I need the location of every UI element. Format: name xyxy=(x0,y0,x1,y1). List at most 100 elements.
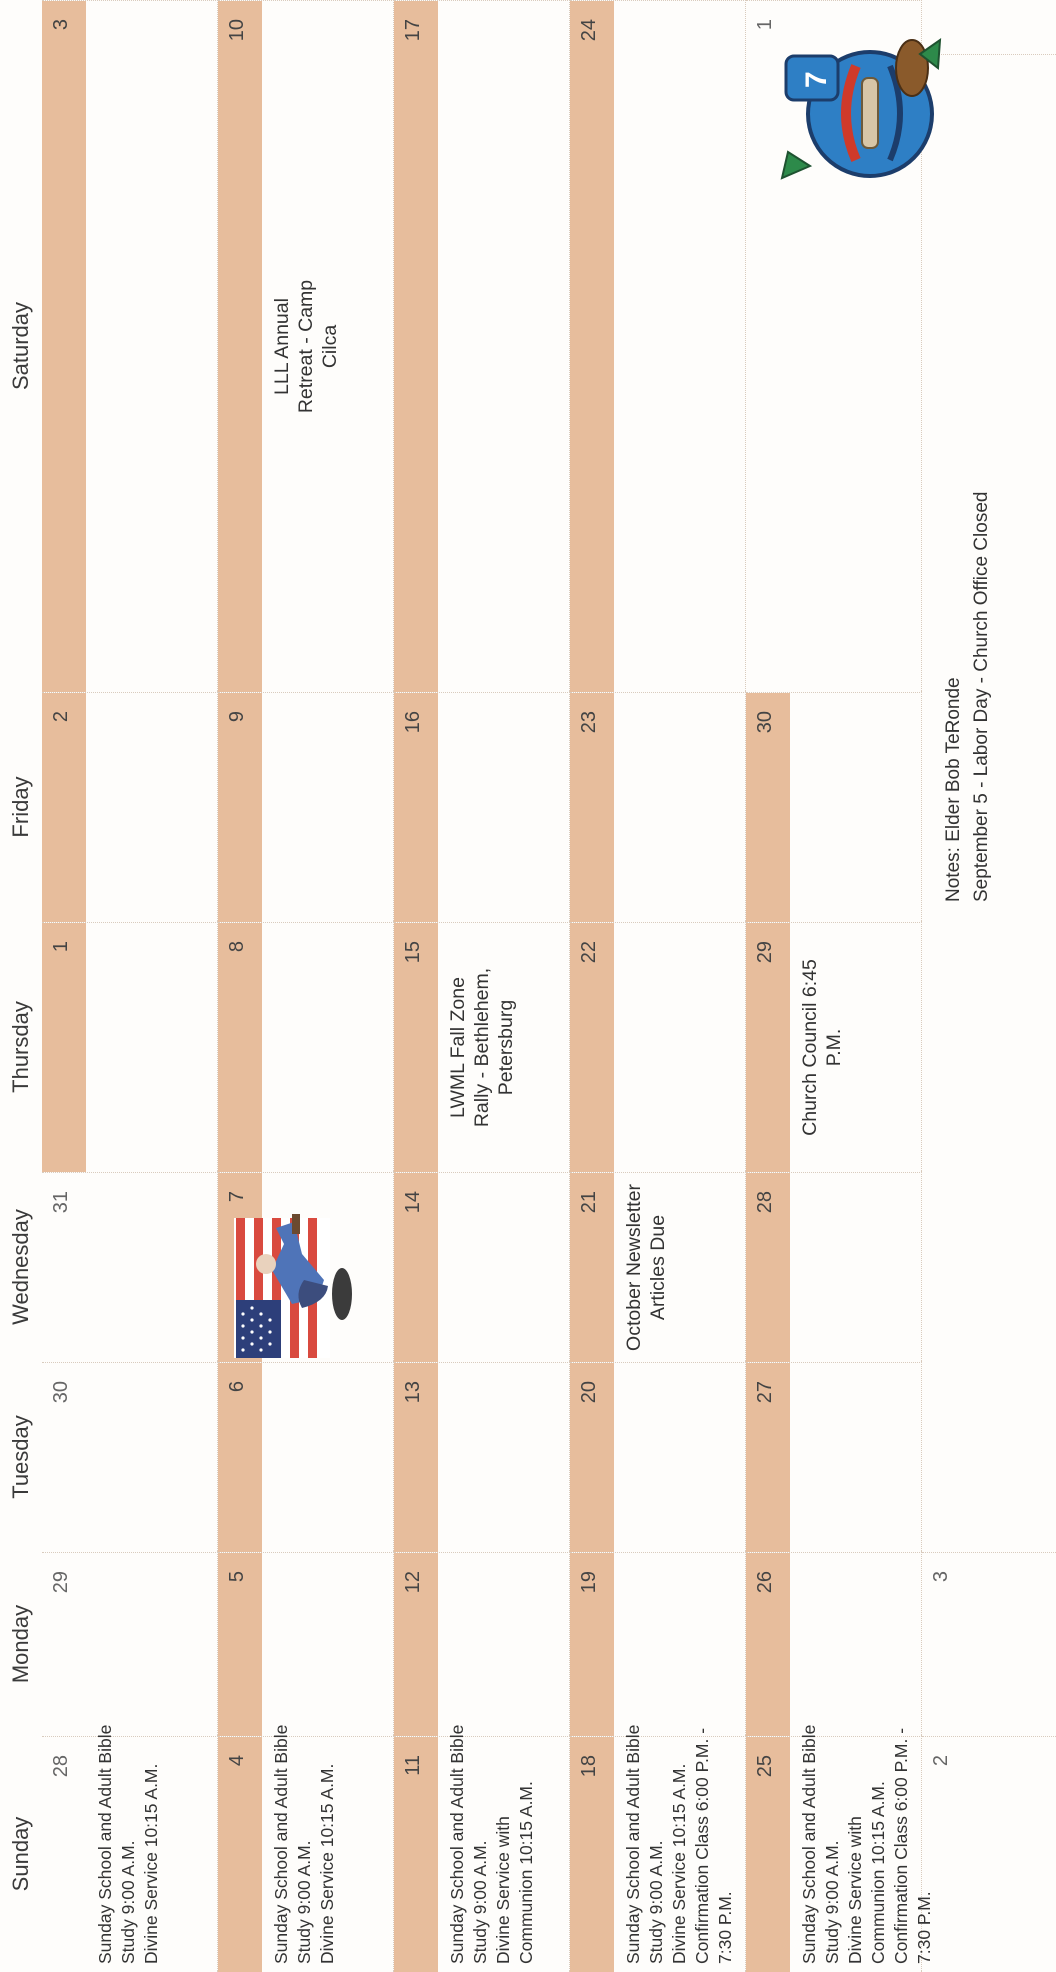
day-cell: 26 xyxy=(746,1552,922,1736)
day-cell: 31 xyxy=(42,1172,218,1362)
day-cell: 8 xyxy=(218,922,394,1172)
date-bar xyxy=(218,1,262,692)
date-bar xyxy=(394,1,438,692)
day-name-thursday: Thursday xyxy=(8,1001,33,1093)
day-cell: 20 xyxy=(570,1362,746,1552)
day-cell: 9 xyxy=(218,692,394,922)
event-line: Sunday School and Adult Bible Study 9:00… xyxy=(95,1724,138,1964)
day-number: 14 xyxy=(402,1191,424,1214)
event-line: Sunday School and Adult Bible Study 9:00… xyxy=(271,1724,314,1964)
day-number: 10 xyxy=(226,19,248,42)
day-name-tuesday: Tuesday xyxy=(8,1415,33,1499)
day-name-friday: Friday xyxy=(8,776,33,838)
event-line: LLL Annual xyxy=(271,298,293,395)
event-line: LWML Fall Zone xyxy=(447,977,469,1118)
event-text: October Newsletter Articles Due xyxy=(622,1181,670,1354)
day-number: 29 xyxy=(754,941,776,964)
event-line: October Newsletter xyxy=(623,1184,645,1351)
day-number: 24 xyxy=(578,19,600,42)
event-line: Sunday School and Adult Bible Study 9:00… xyxy=(623,1724,666,1964)
event-line: Rally - Bethlehem, xyxy=(471,967,493,1128)
day-name-monday: Monday xyxy=(8,1604,33,1684)
day-number: 19 xyxy=(578,1571,600,1594)
day-number: 21 xyxy=(578,1191,600,1214)
event-text: Sunday School and Adult Bible Study 9:00… xyxy=(94,1717,163,1964)
day-number: 2 xyxy=(930,1755,952,1767)
day-number: 20 xyxy=(578,1381,600,1404)
day-number: 2 xyxy=(50,711,72,723)
day-number: 3 xyxy=(50,19,72,31)
event-line: Divine Service 10:15 A.M. xyxy=(669,1763,689,1964)
day-cell: 17 xyxy=(394,0,570,692)
event-text: Sunday School and Adult Bible Study 9:00… xyxy=(622,1717,737,1964)
day-number: 3 xyxy=(930,1571,952,1583)
football-player-icon: 7 xyxy=(770,30,950,200)
day-number: 1 xyxy=(754,19,776,31)
day-number: 30 xyxy=(754,711,776,734)
day-cell: 28 Sunday School and Adult Bible Study 9:… xyxy=(42,1725,218,1972)
day-number: 13 xyxy=(402,1381,424,1404)
day-cell: 5 xyxy=(218,1552,394,1736)
day-number: 7 xyxy=(226,1191,248,1203)
event-line: Confirmation Class 6:00 P.M. - 7:30 P.M. xyxy=(692,1727,735,1964)
day-cell: 2 xyxy=(42,692,218,922)
day-cell: 14 xyxy=(394,1172,570,1362)
day-number: 6 xyxy=(226,1381,248,1393)
day-cell: 25 Sunday School and Adult Bible Study 9:… xyxy=(746,1725,934,1972)
day-number: 26 xyxy=(754,1571,776,1594)
event-line: Divine Service 10:15 A.M. xyxy=(141,1763,161,1964)
day-number: 4 xyxy=(226,1755,248,1767)
day-number: 27 xyxy=(754,1381,776,1404)
day-number: 8 xyxy=(226,941,248,953)
day-cell: 18 Sunday School and Adult Bible Study 9:… xyxy=(570,1725,746,1972)
event-line: Sunday School and Adult Bible Study 9:00… xyxy=(799,1724,842,1964)
day-cell: 1 xyxy=(42,922,218,1172)
day-cell: 24 xyxy=(570,0,746,692)
day-number: 23 xyxy=(578,711,600,734)
day-cell: 4 Sunday School and Adult Bible Study 9:0… xyxy=(218,1725,394,1972)
date-bar xyxy=(570,1,614,692)
day-number: 12 xyxy=(402,1571,424,1594)
day-number: 5 xyxy=(226,1571,248,1583)
day-cell: 11 Sunday School and Adult Bible Study 9:… xyxy=(394,1725,570,1972)
event-line: Retreat - Camp xyxy=(295,279,317,414)
day-cell: 19 xyxy=(570,1552,746,1736)
event-line: Divine Service with Communion 10:15 A.M. xyxy=(493,1781,536,1964)
day-number: 22 xyxy=(578,941,600,964)
day-number: 28 xyxy=(50,1755,72,1778)
day-cell: 22 xyxy=(570,922,746,1172)
notes-labor-day: September 5 - Labor Day - Church Office … xyxy=(971,491,992,902)
day-name-saturday: Saturday xyxy=(8,301,33,391)
day-number: 17 xyxy=(402,19,424,42)
event-line: Cilca xyxy=(319,324,341,369)
day-cell: 30 xyxy=(746,692,922,922)
event-text: LWML Fall Zone Rally - Bethlehem, Petersbu… xyxy=(446,931,518,1164)
day-name-wednesday: Wednesday xyxy=(8,1209,33,1325)
date-bar xyxy=(42,923,86,1172)
day-number: 30 xyxy=(50,1381,72,1404)
event-line: Church Council 6:45 xyxy=(799,959,821,1136)
day-cell: 28 xyxy=(746,1172,922,1362)
day-cell: 21 October Newsletter Articles Due xyxy=(570,1172,746,1362)
day-cell: 13 xyxy=(394,1362,570,1552)
day-number: 9 xyxy=(226,711,248,723)
day-cell: 30 xyxy=(42,1362,218,1552)
day-cell: 15 LWML Fall Zone Rally - Bethlehem, Peters… xyxy=(394,922,570,1172)
day-cell: 3 xyxy=(42,0,218,692)
date-bar xyxy=(218,923,262,1172)
day-cell: 10 LLL Annual Retreat - Camp Cilca xyxy=(218,0,394,692)
day-number: 25 xyxy=(754,1755,776,1778)
day-number: 31 xyxy=(50,1191,72,1214)
day-cell-next-month: 3 xyxy=(922,1552,1056,1736)
day-number: 16 xyxy=(402,711,424,734)
day-cell: 29 xyxy=(42,1552,218,1736)
event-text: Church Council 6:45 P.M. xyxy=(798,931,846,1164)
date-bar xyxy=(42,1,86,692)
day-cell: 6 xyxy=(218,1362,394,1552)
event-line: Divine Service with Communion 10:15 A.M. xyxy=(845,1781,888,1964)
date-bar xyxy=(218,693,262,922)
event-line: Sunday School and Adult Bible Study 9:00… xyxy=(447,1724,490,1964)
flag-labor-day-icon xyxy=(232,1204,360,1364)
event-line: P.M. xyxy=(823,1028,845,1067)
event-text: Sunday School and Adult Bible Study 9:00… xyxy=(270,1717,339,1964)
